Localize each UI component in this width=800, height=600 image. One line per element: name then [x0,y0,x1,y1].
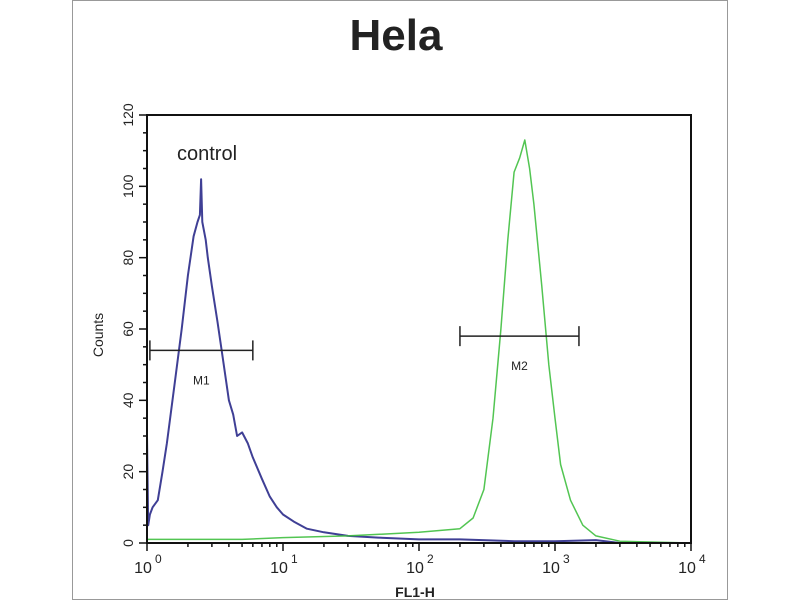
gate-M2-label: M2 [511,359,528,373]
gate-M1-label: M1 [193,373,210,387]
y-tick-label: 40 [120,392,136,408]
control-annotation: control [177,143,237,165]
series-line-control [146,178,691,544]
y-axis-label: Counts [90,313,106,357]
y-tick-label: 0 [120,539,136,547]
y-tick-label: 20 [120,464,136,480]
series-line-sample [147,139,692,544]
chart-title: Hela [350,11,443,60]
image-frame [72,0,728,600]
x-tick-exponent: 1 [291,552,298,566]
x-tick-exponent: 3 [563,552,570,566]
y-tick-label: 60 [120,321,136,337]
x-tick-exponent: 4 [699,552,706,566]
x-tick-exponent: 2 [427,552,434,566]
x-tick-label: 10 [270,560,288,577]
x-tick-exponent: 0 [155,552,162,566]
x-axis-label: FL1-H [395,584,435,600]
x-tick-label: 10 [134,560,152,577]
y-tick-label: 80 [120,250,136,266]
y-tick-label: 120 [120,103,136,127]
x-tick-label: 10 [678,560,696,577]
x-tick-label: 10 [406,560,424,577]
y-tick-label: 100 [120,174,136,198]
x-tick-label: 10 [542,560,560,577]
